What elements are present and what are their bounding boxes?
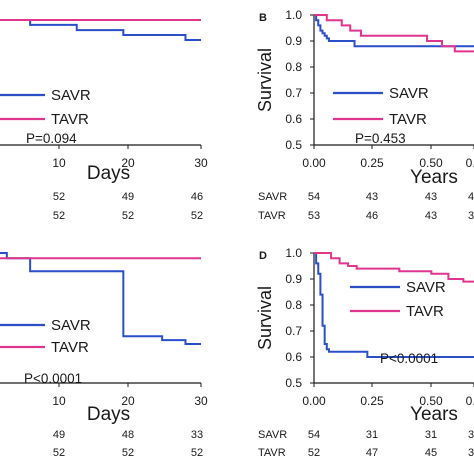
- series-line-savr: [0, 252, 201, 345]
- risk-cell: 31: [425, 429, 437, 441]
- risk-cell: 45: [425, 447, 437, 459]
- risk-cell: 52: [122, 447, 134, 459]
- panel-b: 1.0 0.9 0.8 0.7 0.6 0.50.00 0.25 0.50 0.7 Years Su…: [255, 8, 474, 222]
- risk-cell: 48: [122, 429, 134, 441]
- risk-cell: 46: [366, 210, 378, 222]
- x-tick-label: 0.25: [360, 394, 384, 408]
- risk-cell: 52: [53, 447, 65, 459]
- x-tick-label: 0.00: [302, 156, 326, 170]
- x-tick-label: 0.7: [466, 156, 474, 170]
- legend-label-tavr: TAVR: [51, 111, 89, 128]
- series-line-tavr: [314, 14, 474, 53]
- risk-cell: 31: [366, 429, 378, 441]
- risk-row-label: SAVR: [258, 429, 287, 441]
- risk-row-label: SAVR: [258, 191, 287, 203]
- x-axis-title: Years: [410, 167, 458, 188]
- x-tick-label: 0.7: [466, 394, 474, 408]
- x-tick-label: 0.00: [302, 394, 326, 408]
- y-axis-title: Survival: [255, 286, 275, 350]
- legend-label-tavr: TAVR: [389, 111, 427, 128]
- risk-cell: 43: [425, 191, 437, 203]
- risk-row-label: TAVR: [258, 447, 286, 459]
- series-line-savr: [314, 14, 474, 48]
- y-tick-label: 1.0: [285, 246, 302, 260]
- p-value: P<0.0001: [24, 371, 82, 386]
- y-tick-label: 0.9: [285, 272, 302, 286]
- risk-cell: 3: [468, 210, 474, 222]
- legend-label-tavr: TAVR: [406, 303, 444, 320]
- y-tick-label: 0.8: [285, 298, 302, 312]
- p-value: P<0.0001: [380, 351, 438, 366]
- series-line-savr: [0, 18, 201, 41]
- y-axis-title: Survival: [255, 48, 275, 112]
- y-tick-label: 0.6: [285, 112, 302, 126]
- risk-cell: 49: [122, 191, 134, 203]
- risk-cell: 54: [308, 429, 320, 441]
- risk-cell: 52: [53, 191, 65, 203]
- legend-label-savr: SAVR: [406, 279, 446, 296]
- risk-cell: 52: [308, 447, 320, 459]
- risk-cell: 52: [191, 210, 203, 222]
- risk-cell: 43: [425, 210, 437, 222]
- risk-cell: 43: [366, 191, 378, 203]
- p-value: P=0.094: [26, 131, 77, 146]
- p-value: P=0.453: [355, 131, 406, 146]
- x-axis-title: Days: [87, 163, 130, 184]
- risk-cell: 54: [308, 191, 320, 203]
- x-tick-label: 0.50: [419, 156, 443, 170]
- panel-label: B: [259, 12, 267, 24]
- x-tick-label: 20: [121, 394, 135, 408]
- series-line-savr: [314, 252, 474, 358]
- panel-label: D: [259, 250, 267, 262]
- risk-cell: 49: [53, 429, 65, 441]
- risk-cell: 47: [366, 447, 378, 459]
- x-tick-label: 20: [121, 156, 135, 170]
- x-axis-title: Years: [410, 404, 458, 425]
- y-tick-label: 1.0: [285, 8, 302, 22]
- panel-a: 10 20 30 Days SAVR TAVR P=0.094 52 49 46 52 52 52: [0, 18, 208, 222]
- risk-cell: 4: [468, 191, 474, 203]
- legend-label-savr: SAVR: [389, 85, 429, 102]
- risk-cell: 52: [122, 210, 134, 222]
- y-tick-label: 0.5: [285, 138, 302, 152]
- y-tick-label: 0.9: [285, 34, 302, 48]
- x-tick-label: 10: [52, 394, 66, 408]
- risk-row-label: TAVR: [258, 210, 286, 222]
- series-line-tavr: [314, 252, 474, 283]
- legend-label-savr: SAVR: [51, 87, 91, 104]
- panel-c: 10 20 30 Days SAVR TAVR P<0.0001 49 48 33 52 52 52: [0, 252, 208, 459]
- risk-cell: 52: [191, 447, 203, 459]
- x-tick-label: 10: [52, 156, 66, 170]
- risk-cell: 46: [191, 191, 203, 203]
- risk-cell: 3: [468, 429, 474, 441]
- x-tick-label: 30: [194, 394, 208, 408]
- x-axis-title: Days: [87, 404, 130, 425]
- y-tick-label: 0.7: [285, 86, 302, 100]
- x-tick-label: 0.25: [360, 156, 384, 170]
- y-tick-label: 0.8: [285, 60, 302, 74]
- y-tick-label: 0.6: [285, 350, 302, 364]
- panel-d: 1.0 0.9 0.8 0.7 0.6 0.50.00 0.25 0.50 0.7 Years Su…: [255, 246, 474, 459]
- x-tick-label: 30: [194, 156, 208, 170]
- risk-cell: 33: [191, 429, 203, 441]
- legend-label-tavr: TAVR: [51, 339, 89, 356]
- legend-label-savr: SAVR: [51, 317, 91, 334]
- risk-cell: 3: [468, 447, 474, 459]
- risk-cell: 52: [53, 210, 65, 222]
- y-tick-label: 0.5: [285, 376, 302, 390]
- x-tick-label: 0.50: [419, 394, 443, 408]
- y-tick-label: 0.7: [285, 324, 302, 338]
- risk-cell: 53: [308, 210, 320, 222]
